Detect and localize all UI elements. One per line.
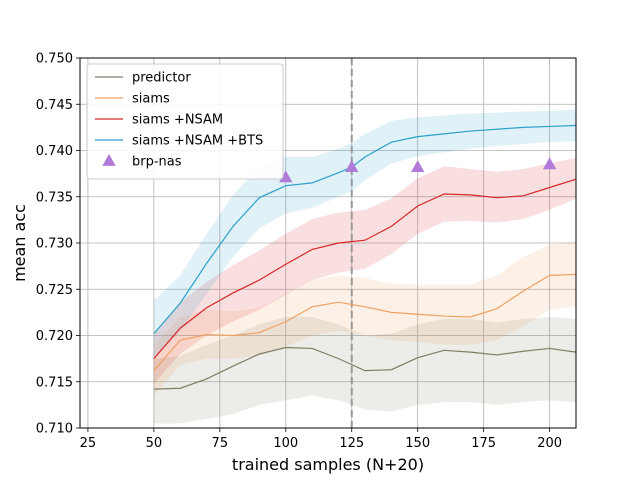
x-axis-ticks: 25 50 75 100 125 150 175 200 [80, 428, 562, 451]
y-tick-label: 0.750 [36, 52, 73, 67]
legend-marker [102, 154, 116, 166]
siams-nsam-band [153, 157, 576, 384]
y-tick-label: 0.740 [36, 144, 73, 159]
brp-nas-marker [542, 157, 557, 170]
y-tick-label: 0.715 [36, 375, 73, 390]
y-axis-ticks: 0.710 0.715 0.720 0.725 0.730 0.735 0.740 0.745… [36, 52, 80, 437]
siams-line [153, 273, 577, 372]
siams-nsam-line [153, 178, 577, 360]
legend-box [86, 63, 284, 180]
y-tick-label: 0.730 [36, 237, 73, 252]
y-tick-label: 0.725 [36, 283, 73, 298]
x-tick-label: 200 [537, 436, 562, 451]
legend-label: siams +NSAM [132, 113, 223, 128]
brp-nas-marker [345, 160, 359, 173]
y-axis-label: mean acc [10, 204, 29, 282]
siams-band [153, 241, 576, 396]
siams-nsam-bts-line [153, 124, 577, 335]
x-tick-label: 75 [212, 436, 229, 451]
x-tick-label: 150 [405, 436, 430, 451]
legend-label: siams [132, 92, 170, 107]
legend: predictor siams siams +NSAM siams +NSAM +BT… [86, 63, 284, 180]
x-tick-label: 125 [339, 436, 364, 451]
x-tick-label: 25 [80, 436, 97, 451]
x-tick-label: 50 [146, 436, 163, 451]
y-tick-label: 0.720 [36, 329, 73, 344]
y-tick-label: 0.745 [36, 98, 73, 113]
x-tick-label: 175 [471, 436, 496, 451]
x-axis-label: trained samples (N+20) [232, 455, 424, 474]
y-tick-label: 0.710 [36, 422, 73, 437]
legend-label: predictor [132, 71, 191, 86]
x-tick-label: 100 [273, 436, 298, 451]
brp-nas-marker [411, 160, 425, 173]
series-lines [153, 124, 577, 390]
legend-label: siams +NSAM +BTS [132, 134, 263, 149]
legend-label: brp-nas [132, 155, 182, 170]
y-tick-label: 0.735 [36, 190, 73, 205]
brp-nas-markers [279, 157, 557, 183]
brp-nas-marker [279, 170, 293, 183]
predictor-line [153, 346, 577, 390]
